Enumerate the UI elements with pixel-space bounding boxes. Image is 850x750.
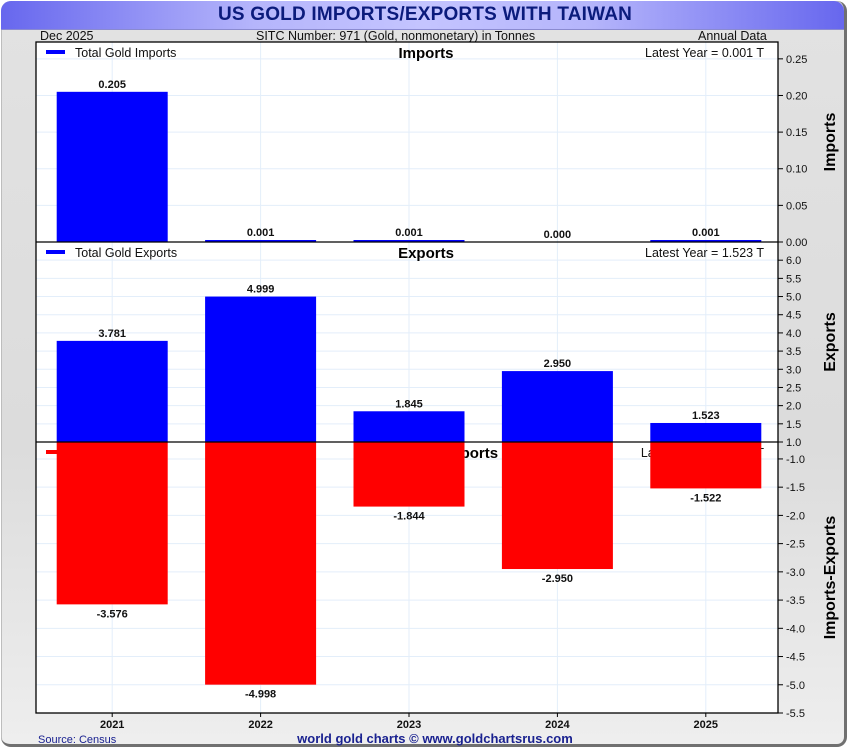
data-label-exports: 4.999 <box>247 284 275 296</box>
y-tick-label: 0.25 <box>786 54 807 66</box>
bar-net-2022 <box>205 442 317 685</box>
y-tick-label: -2.5 <box>786 539 805 551</box>
data-label-exports: 3.781 <box>98 328 126 340</box>
date-label: Dec 2025 <box>40 29 94 43</box>
y-tick-label: 4.0 <box>786 328 801 340</box>
y-tick-label: 3.0 <box>786 364 801 376</box>
source-label: Source: Census <box>38 734 117 746</box>
panel-title-imports: Imports <box>398 45 453 62</box>
data-label-net: -4.998 <box>245 689 276 701</box>
bar-exports-2023 <box>353 411 465 442</box>
legend-label-exports: Total Gold Exports <box>75 246 177 260</box>
data-label-net: -1.522 <box>690 492 721 504</box>
y-tick-label: -4.0 <box>786 623 805 635</box>
axis-title-exports: Exports <box>822 312 839 372</box>
data-label-imports: 0.205 <box>98 79 126 91</box>
data-label-net: -1.844 <box>393 511 425 523</box>
bar-exports-2021 <box>56 340 168 442</box>
y-tick-label: 2.5 <box>786 382 801 394</box>
subtitle: SITC Number: 971 (Gold, nonmonetary) in … <box>256 29 536 43</box>
legend-swatch-net <box>46 450 65 454</box>
y-tick-label: 3.5 <box>786 346 801 358</box>
x-tick-label: 2025 <box>694 719 718 731</box>
y-tick-label: 0.00 <box>786 237 807 249</box>
data-label-net: -3.576 <box>97 608 128 620</box>
frequency-label: Annual Data <box>698 29 767 43</box>
legend-label-imports: Total Gold Imports <box>75 46 176 60</box>
data-label-imports: 0.000 <box>544 229 572 241</box>
y-tick-label: 0.05 <box>786 200 807 212</box>
chart-title: US GOLD IMPORTS/EXPORTS WITH TAIWAN <box>217 4 633 25</box>
y-tick-label: -5.5 <box>786 708 805 720</box>
y-tick-label: -1.5 <box>786 482 805 494</box>
y-tick-label: 6.0 <box>786 255 801 267</box>
y-tick-label: -4.5 <box>786 652 805 664</box>
axis-title-net: Imports-Exports <box>822 516 839 640</box>
bar-imports-2023 <box>353 240 465 242</box>
credit-label: world gold charts © www.goldchartsrus.co… <box>297 731 573 746</box>
y-tick-label: 5.5 <box>786 273 801 285</box>
latest-year-imports: Latest Year = 0.001 T <box>645 46 764 60</box>
x-tick-label: 2021 <box>100 719 124 731</box>
y-tick-label: 5.0 <box>786 292 801 304</box>
y-tick-label: 0.15 <box>786 127 807 139</box>
bar-net-2021 <box>56 442 168 605</box>
y-tick-label: -2.0 <box>786 510 805 522</box>
bar-imports-2022 <box>205 240 317 242</box>
plot-border <box>35 41 779 714</box>
panel-title-exports: Exports <box>398 245 454 262</box>
y-tick-label: 2.0 <box>786 401 801 413</box>
bar-imports-2025 <box>650 240 762 242</box>
x-tick-label: 2024 <box>545 719 570 731</box>
bar-imports-2021 <box>56 91 168 242</box>
y-tick-label: 0.20 <box>786 90 807 102</box>
y-tick-label: -3.5 <box>786 595 805 607</box>
bar-net-2023 <box>353 442 465 507</box>
data-label-imports: 0.001 <box>247 227 275 239</box>
y-tick-label: -3.0 <box>786 567 805 579</box>
y-tick-label: -5.0 <box>786 680 805 692</box>
bar-net-2024 <box>501 442 613 570</box>
data-label-net: -2.950 <box>542 573 573 585</box>
legend-swatch-exports <box>46 250 65 254</box>
x-tick-label: 2023 <box>397 719 421 731</box>
y-tick-label: 1.5 <box>786 419 801 431</box>
y-tick-label: -1.0 <box>786 454 805 466</box>
bar-net-2025 <box>650 442 762 489</box>
data-label-imports: 0.001 <box>692 227 720 239</box>
latest-year-exports: Latest Year = 1.523 T <box>645 246 764 260</box>
data-label-exports: 1.845 <box>395 398 423 410</box>
data-label-imports: 0.001 <box>395 227 423 239</box>
data-label-exports: 1.523 <box>692 410 720 422</box>
bar-exports-2022 <box>205 296 317 442</box>
y-tick-label: 0.10 <box>786 164 807 176</box>
axis-title-imports: Imports <box>822 113 839 172</box>
bar-exports-2024 <box>501 371 613 442</box>
x-tick-label: 2022 <box>248 719 272 731</box>
y-tick-label: 4.5 <box>786 310 801 322</box>
legend-swatch-imports <box>46 50 65 54</box>
bar-exports-2025 <box>650 422 762 442</box>
data-label-exports: 2.950 <box>544 358 572 370</box>
y-tick-label: 1.0 <box>786 437 801 449</box>
title-bar <box>1 1 844 30</box>
